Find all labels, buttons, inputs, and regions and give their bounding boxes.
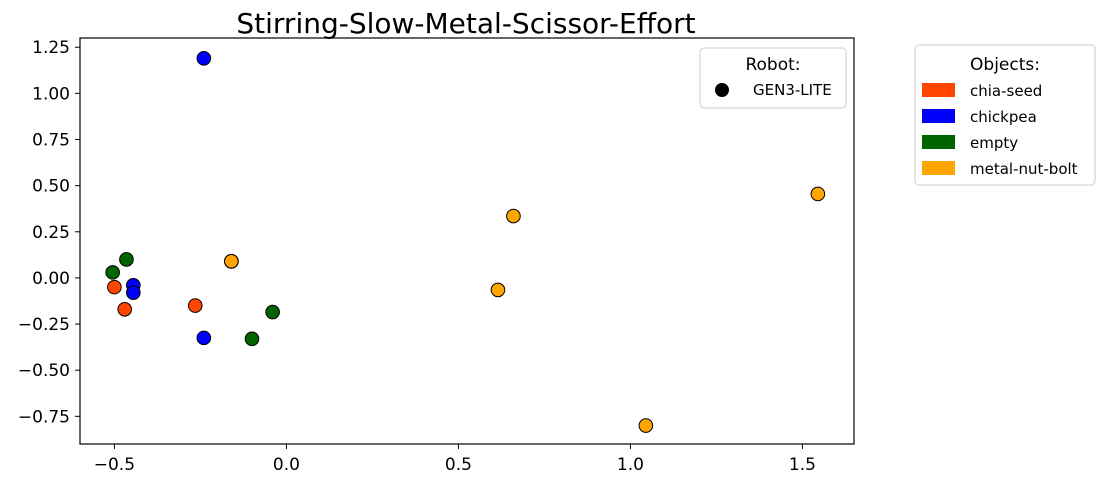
y-tick-label: 0.25	[32, 223, 70, 243]
robot-legend-title: Robot:	[745, 55, 800, 75]
data-point-metal-nut-bolt	[490, 282, 506, 298]
chart-title: Stirring-Slow-Metal-Scissor-Effort	[236, 7, 695, 40]
y-tick-label: 1.00	[32, 84, 70, 104]
points-layer	[105, 51, 826, 433]
y-axis: −0.75 −0.50 −0.25 0.00 0.25 0.50 0.75 1.00 1.25	[18, 38, 80, 427]
data-point-chickpea	[196, 51, 212, 66]
data-point-chia-seed	[187, 298, 203, 313]
data-point-metal-nut-bolt	[810, 186, 826, 202]
data-point-metal-nut-bolt	[638, 418, 654, 433]
legend-label-chickpea: chickpea	[970, 108, 1037, 126]
y-tick-label: 0.75	[32, 131, 70, 151]
x-tick-label: −0.5	[94, 455, 135, 475]
data-point-empty	[244, 331, 260, 347]
robot-legend: Robot: GEN3-LITE	[699, 47, 847, 109]
data-point-chickpea	[196, 330, 212, 346]
data-point-chickpea	[126, 285, 141, 300]
legend-swatch-empty	[922, 135, 955, 149]
x-tick-label: 1.0	[617, 455, 644, 475]
y-tick-label: −0.75	[18, 407, 70, 427]
y-tick-label: −0.50	[18, 361, 70, 381]
x-tick-label: 1.5	[789, 455, 816, 475]
object-legend-items: chia-seed chickpea empty metal-nut-bolt	[922, 82, 1078, 178]
legend-label-chia-seed: chia-seed	[970, 82, 1042, 100]
object-legend-frame	[914, 44, 1096, 186]
robot-legend-marker	[715, 83, 729, 97]
y-tick-label: 1.25	[32, 38, 70, 58]
data-point-empty	[105, 265, 120, 280]
data-point-chia-seed	[107, 279, 122, 295]
robot-legend-frame	[699, 47, 847, 109]
legend-swatch-metal-nut-bolt	[922, 161, 955, 175]
legend-swatch-chia-seed	[922, 83, 955, 97]
data-point-metal-nut-bolt	[224, 253, 239, 269]
x-tick-label: 0.0	[273, 455, 300, 475]
legend-label-metal-nut-bolt: metal-nut-bolt	[970, 160, 1078, 178]
legend-swatch-chickpea	[922, 109, 955, 123]
x-axis: −0.5 0.0 0.5 1.0 1.5	[94, 444, 816, 475]
object-legend: Objects: chia-seed chickpea empty metal-nut…	[914, 44, 1096, 186]
data-point-chia-seed	[117, 301, 133, 317]
y-tick-label: −0.25	[18, 315, 70, 335]
x-tick-label: 0.5	[445, 455, 472, 475]
data-point-metal-nut-bolt	[506, 208, 521, 224]
legend-label-empty: empty	[970, 134, 1018, 152]
data-point-empty	[119, 252, 134, 267]
data-point-empty	[265, 304, 280, 320]
robot-legend-label: GEN3-LITE	[753, 81, 832, 99]
y-tick-label: 0.50	[32, 177, 70, 197]
object-legend-title: Objects:	[970, 55, 1040, 75]
y-tick-label: 0.00	[32, 269, 70, 289]
plot-frame	[79, 37, 855, 445]
